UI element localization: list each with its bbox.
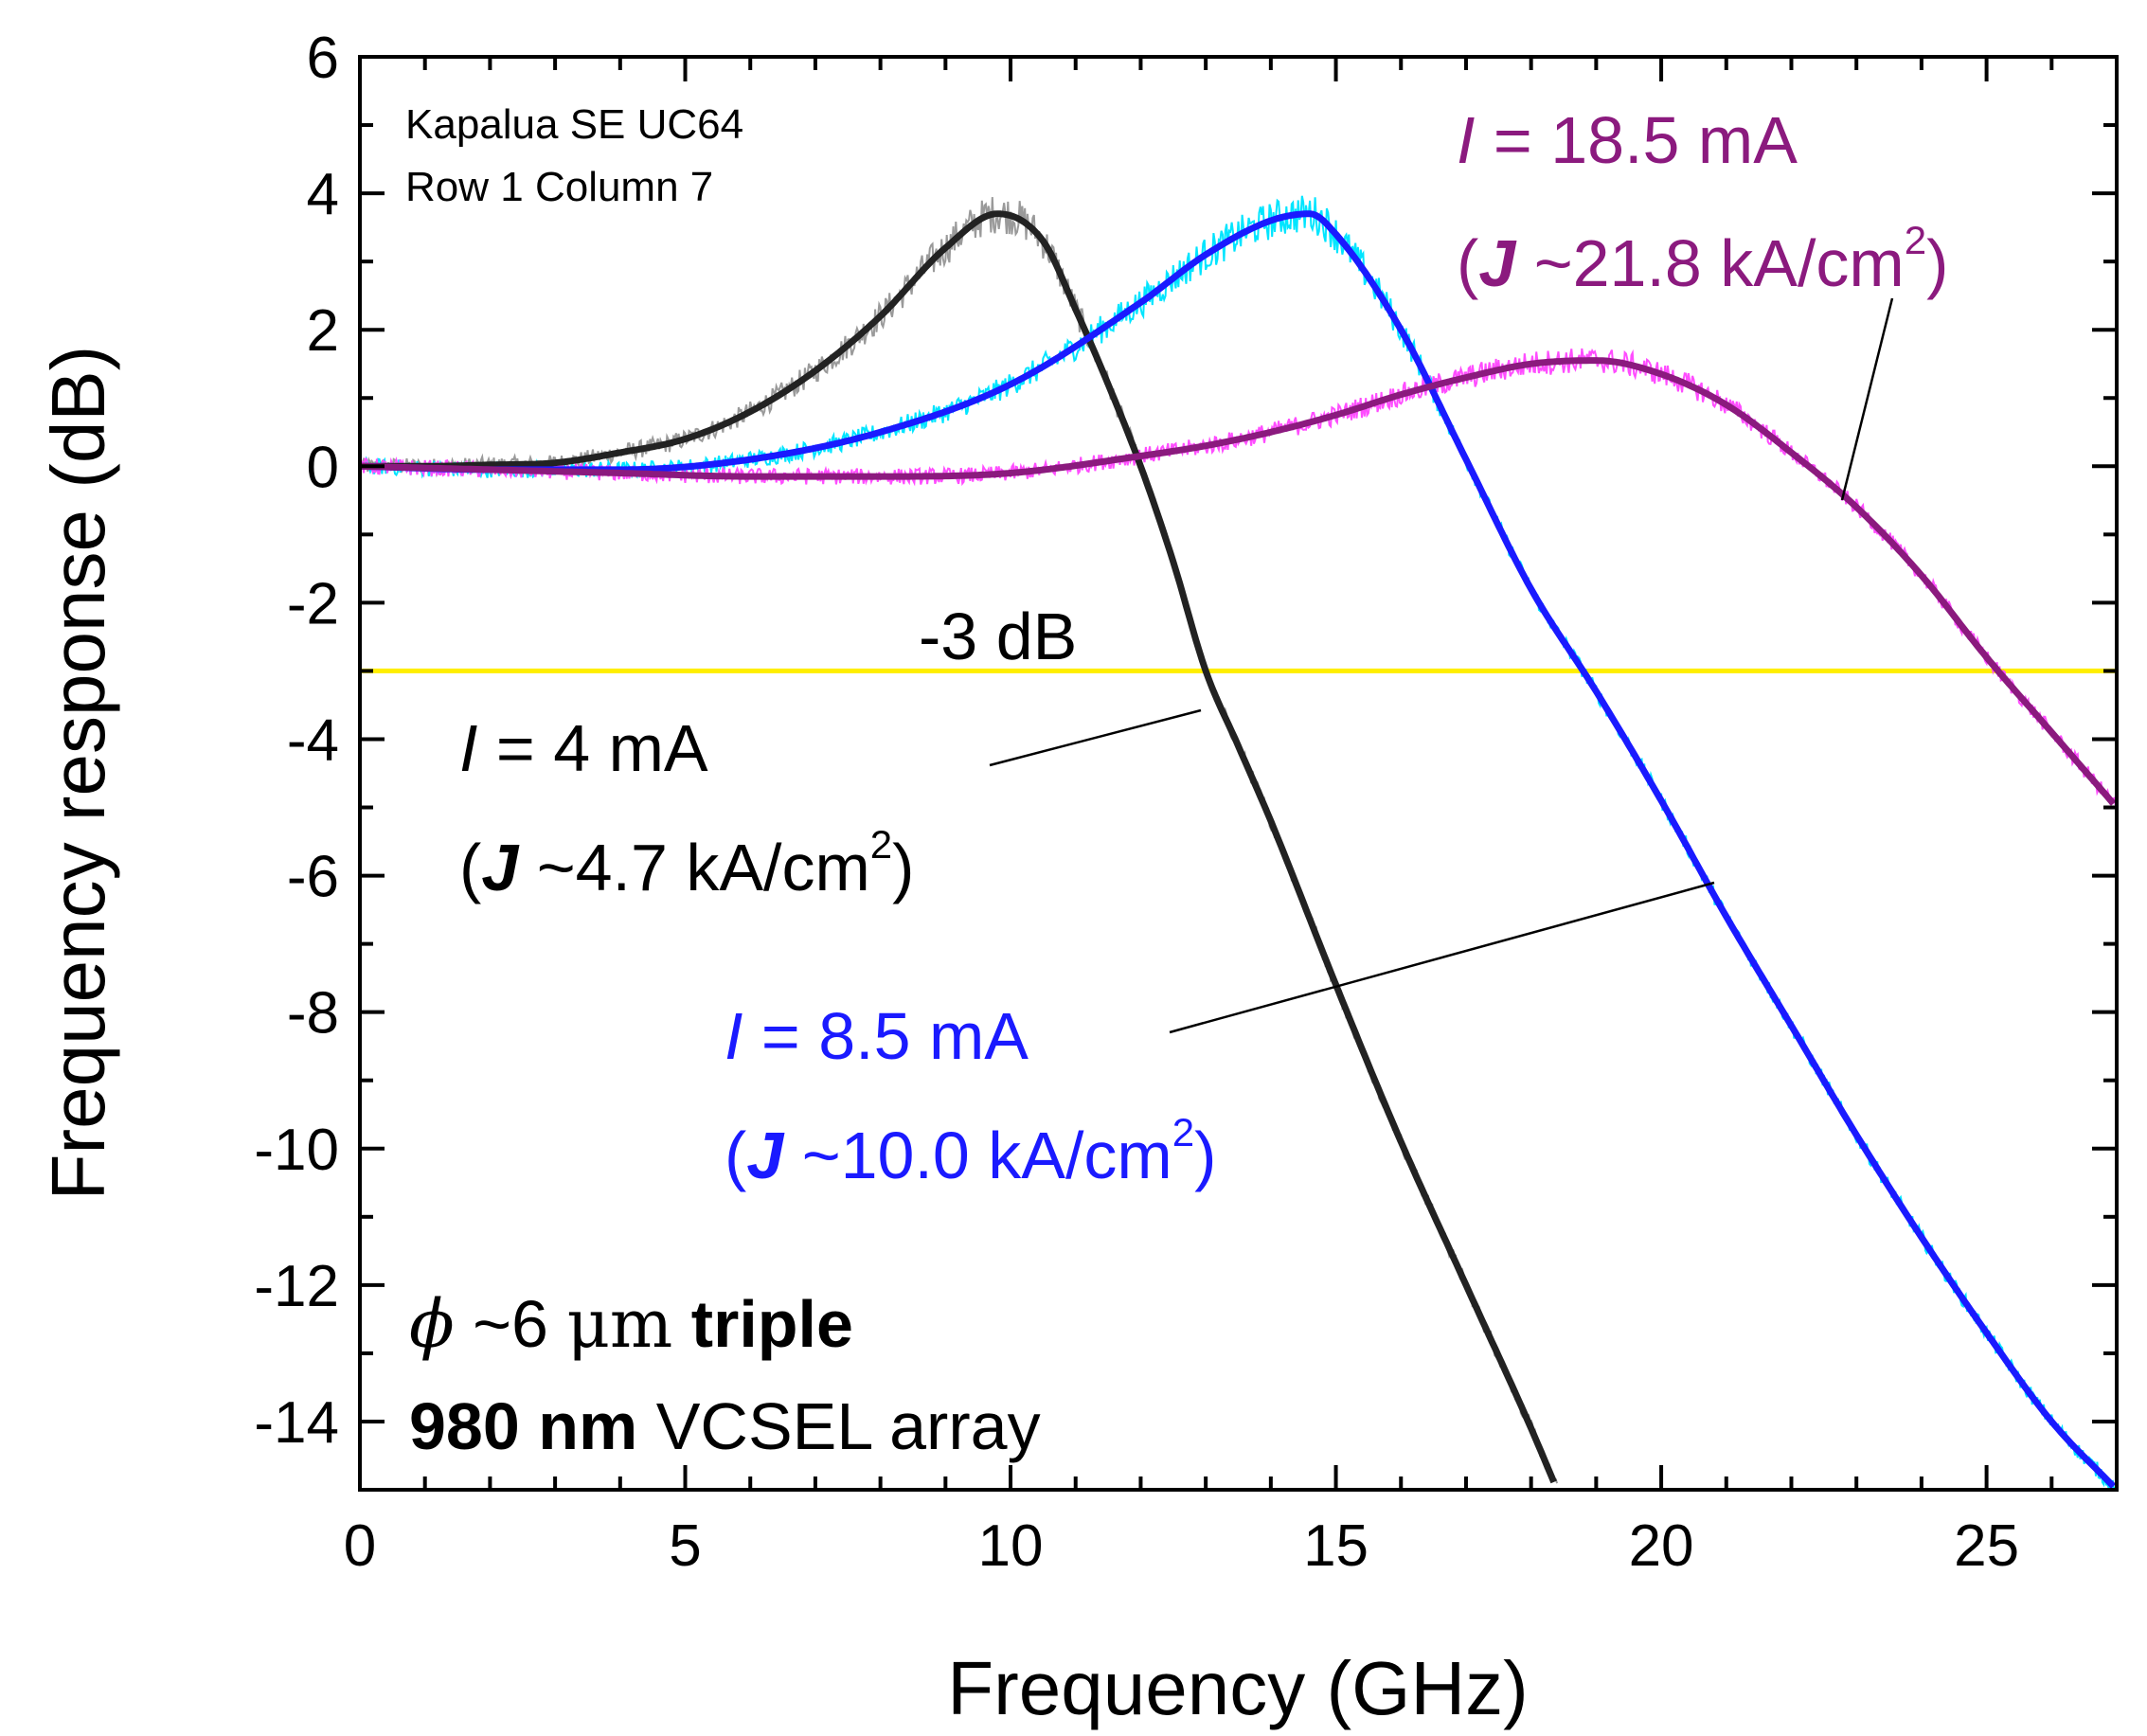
annotation-8p5ma-sup: 2 (1172, 1110, 1194, 1154)
svg-text:(J ~21.8 kA/cm2): (J ~21.8 kA/cm2) (1457, 218, 1948, 300)
annotation-18p5ma-current: = 18.5 mA (1475, 103, 1798, 177)
plot-frame (358, 55, 2119, 1492)
annotation-18p5ma-density: ~21.8 kA/cm (1515, 226, 1904, 300)
fit-curve-4ma (360, 210, 1557, 1484)
annotation-4ma-paren-open: ( (459, 831, 481, 904)
x-tick-label: 15 (1303, 1513, 1369, 1579)
annotation-8p5ma: I = 8.5 mA (J ~10.0 kA/cm2) (725, 999, 1216, 1192)
y-tick-label: 4 (307, 162, 339, 227)
footnote-wavelength: 980 nm (409, 1389, 637, 1463)
annotation-4ma-paren-close: ) (892, 831, 914, 904)
y-tick-label: 0 (307, 435, 339, 500)
y-tick-label: -14 (254, 1390, 339, 1456)
annotation-4ma-sup: 2 (870, 822, 892, 867)
annotation-8p5ma-current: = 8.5 mA (743, 999, 1029, 1073)
device-label-line2: Row 1 Column 7 (405, 164, 713, 210)
annotation-18p5ma-paren-open: ( (1457, 226, 1478, 300)
x-tick-label: 20 (1629, 1513, 1694, 1579)
annotation-18p5ma-symbol: I (1457, 103, 1475, 177)
y-tick-label: -6 (287, 845, 339, 910)
annotation-18p5ma-sup: 2 (1905, 218, 1926, 262)
y-tick-label: -2 (287, 571, 339, 636)
y-tick-label: -12 (254, 1254, 339, 1319)
pointer-18p5ma (1840, 297, 1894, 501)
annotation-4ma: I = 4 mA (J ~4.7 kA/cm2) (459, 711, 914, 904)
annotation-18p5ma-j: J (1478, 226, 1517, 300)
annotation-8p5ma-paren-close: ) (1194, 1119, 1216, 1192)
svg-text:I = 18.5 mA: I = 18.5 mA (1457, 103, 1798, 177)
annotation-18p5ma: I = 18.5 mA (J ~21.8 kA/cm2) (1457, 103, 1948, 300)
svg-text:980 nm VCSEL array: 980 nm VCSEL array (409, 1389, 1041, 1463)
device-footnote: ϕ ~6 μm triple 980 nm VCSEL array (409, 1285, 1041, 1463)
annotation-18p5ma-paren-close: ) (1926, 226, 1948, 300)
x-tick-label: 25 (1954, 1513, 2019, 1579)
fit-curve-18p5ma (360, 357, 2117, 806)
y-tick-label: 6 (307, 26, 339, 91)
footnote-triple: triple (672, 1287, 853, 1361)
annotation-8p5ma-j: J (746, 1119, 785, 1192)
pointer-8p5ma (1169, 881, 1715, 1034)
annotation-8p5ma-symbol: I (725, 999, 743, 1073)
svg-text:I = 8.5 mA: I = 8.5 mA (725, 999, 1029, 1073)
x-axis-title: Frequency (GHz) (947, 1646, 1528, 1730)
y-tick-label: -8 (287, 981, 339, 1047)
fit-curve-8p5ma (360, 210, 2117, 1489)
annotation-4ma-j: J (481, 831, 520, 904)
x-tick-label: 10 (978, 1513, 1044, 1579)
pointer-4ma (989, 708, 1202, 767)
annotation-8p5ma-density: ~10.0 kA/cm (783, 1119, 1172, 1192)
x-tick-label: 5 (669, 1513, 701, 1579)
y-tick-label: -4 (287, 707, 339, 773)
footnote-device: VCSEL array (637, 1389, 1040, 1463)
y-tick-label: 2 (307, 298, 339, 364)
svg-text:(J ~4.7 kA/cm2): (J ~4.7 kA/cm2) (459, 822, 914, 904)
svg-text:ϕ ~6 μm triple: ϕ ~6 μm triple (409, 1285, 853, 1363)
annotation-8p5ma-paren-open: ( (725, 1119, 746, 1192)
annotation-4ma-current: = 4 mA (477, 711, 707, 785)
footnote-phi: ϕ (409, 1285, 455, 1363)
y-axis-title: Frequency response (dB) (36, 346, 120, 1201)
device-label-line1: Kapalua SE UC64 (405, 101, 743, 148)
annotation-4ma-symbol: I (459, 711, 477, 785)
svg-text:(J ~10.0 kA/cm2): (J ~10.0 kA/cm2) (725, 1110, 1216, 1192)
annotation-4ma-density: ~4.7 kA/cm (518, 831, 870, 904)
x-tick-label: 0 (344, 1513, 376, 1579)
minus-3db-label: -3 dB (919, 600, 1077, 673)
footnote-unit: μm (566, 1285, 672, 1363)
svg-text:I = 4 mA: I = 4 mA (459, 711, 708, 785)
footnote-diameter: ~6 (455, 1287, 567, 1361)
y-tick-label: -10 (254, 1118, 339, 1183)
